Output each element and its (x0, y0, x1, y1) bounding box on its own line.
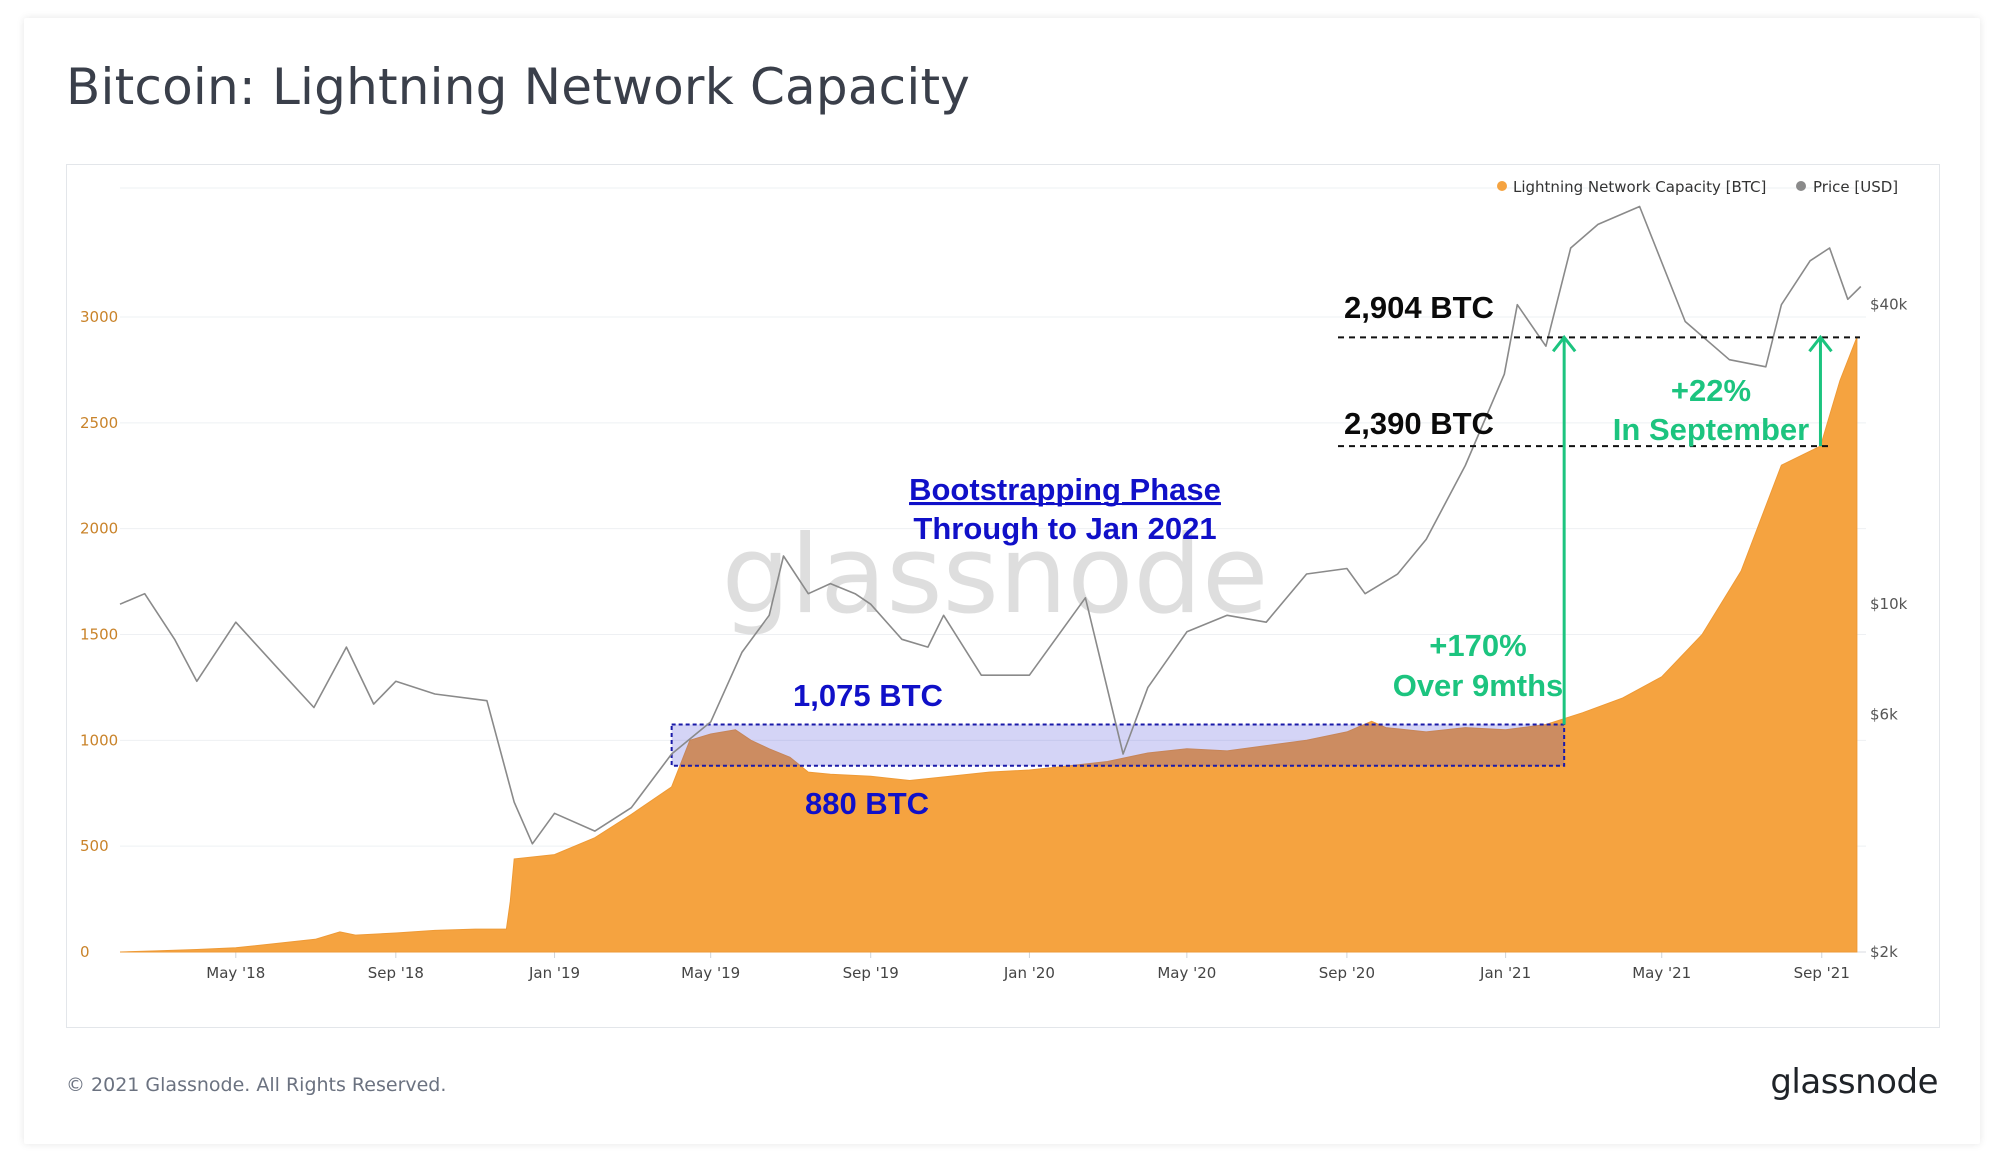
x-tick-label: Sep '19 (843, 964, 899, 982)
watermark: glassnode (722, 513, 1269, 638)
legend-dot-price (1796, 181, 1806, 191)
x-tick-label: May '19 (681, 964, 740, 982)
x-tick-label: Sep '20 (1319, 964, 1375, 982)
gain-sep-label: +22% (1671, 373, 1751, 408)
x-tick-label: Jan '20 (1003, 964, 1055, 982)
x-tick-label: May '20 (1157, 964, 1216, 982)
box-upper-label: 1,075 BTC (793, 678, 943, 713)
y-tick-label: 1000 (80, 731, 118, 749)
y2-tick-label: $40k (1870, 296, 1908, 314)
y2-tick-label: $6k (1870, 706, 1898, 724)
arrow-9m-head (1551, 334, 1577, 353)
gain-sep-sub: In September (1613, 412, 1809, 447)
y-axis-left: 0 500 1000 1500 2000 2500 3000 (80, 308, 118, 961)
x-tick-label: May '18 (206, 964, 265, 982)
legend-capacity: Lightning Network Capacity [BTC] (1513, 178, 1766, 196)
y-tick-label: 2500 (80, 414, 118, 432)
bootstrap-title: Bootstrapping Phase (909, 472, 1221, 507)
y-tick-label: 1500 (80, 626, 118, 644)
bootstrap-subtitle: Through to Jan 2021 (913, 511, 1216, 546)
x-tick-label: Jan '21 (1479, 964, 1531, 982)
high-label: 2,904 BTC (1344, 290, 1494, 325)
arrow-sep-head (1808, 334, 1833, 353)
gain-9m-label: +170% (1429, 628, 1526, 663)
x-axis: May '18 Sep '18 Jan '19 May '19 Sep '19 Jan '… (206, 952, 1850, 982)
y-axis-right: $2k $6k $10k $40k (1870, 296, 1908, 961)
x-tick-label: Sep '18 (368, 964, 424, 982)
series-layer (119, 205, 1862, 953)
mid-label: 2,390 BTC (1344, 406, 1494, 441)
y-tick-label: 2000 (80, 520, 118, 538)
page-title: Bitcoin: Lightning Network Capacity (66, 58, 971, 116)
legend-dot-capacity (1497, 181, 1507, 191)
annotations-layer: Bootstrapping Phase Through to Jan 2021 1,… (793, 290, 1860, 821)
glassnode-logo[interactable]: glassnode (1770, 1062, 1938, 1102)
y2-tick-label: $10k (1870, 595, 1908, 613)
capacity-area (119, 337, 1858, 953)
price-line (119, 205, 1862, 845)
x-tick-label: Jan '19 (528, 964, 580, 982)
y-tick-label: 3000 (80, 308, 118, 326)
box-lower-label: 880 BTC (805, 786, 929, 821)
y-tick-label: 500 (80, 837, 109, 855)
gain-9m-sub: Over 9mths (1393, 668, 1564, 703)
y2-tick-label: $2k (1870, 943, 1898, 961)
x-tick-label: May '21 (1632, 964, 1691, 982)
x-tick-label: Sep '21 (1794, 964, 1850, 982)
legend-price: Price [USD] (1813, 178, 1898, 196)
y-tick-label: 0 (80, 943, 90, 961)
legend[interactable]: Lightning Network Capacity [BTC] Price [U… (1497, 178, 1898, 196)
copyright: © 2021 Glassnode. All Rights Reserved. (66, 1074, 447, 1096)
